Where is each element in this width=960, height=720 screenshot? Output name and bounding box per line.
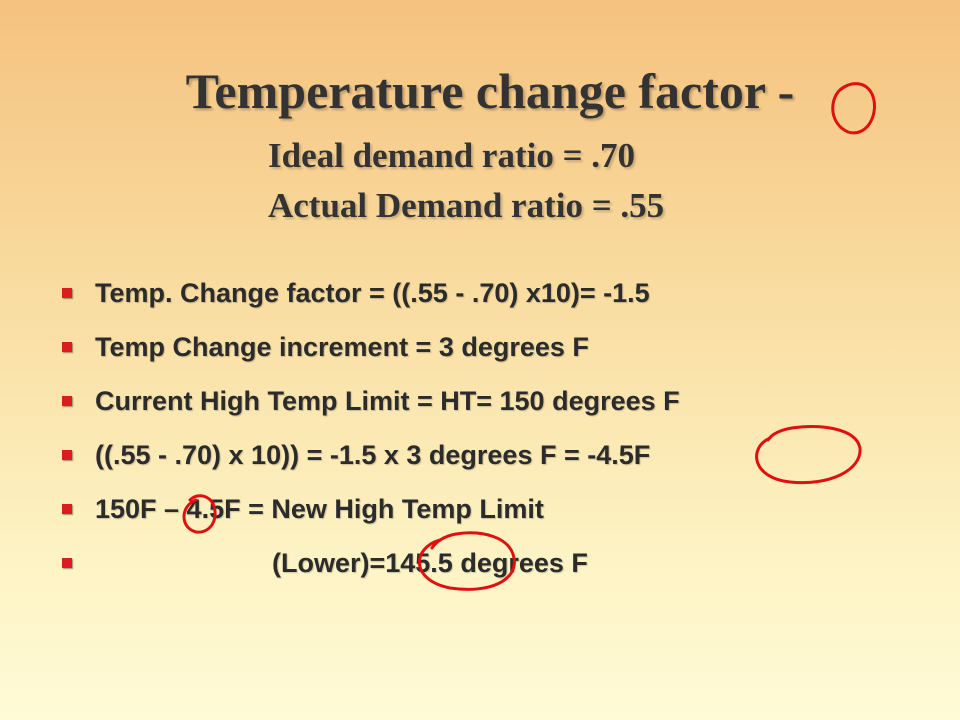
bullet-text: Current High Temp Limit = HT= 150 degree… — [95, 386, 680, 416]
bullet-text: Temp Change increment = 3 degrees F — [95, 332, 589, 362]
ink-circle — [755, 425, 862, 485]
bullet-marker — [62, 450, 72, 460]
bullet-marker — [62, 342, 72, 352]
ink-circle — [831, 82, 876, 135]
bullet-marker — [62, 504, 72, 514]
ink-circle — [417, 531, 516, 591]
slide-title: Temperature change factor - — [185, 63, 795, 119]
ink-circle — [182, 494, 217, 534]
bullet-text: Temp. Change factor = ((.55 - .70) x10)=… — [95, 278, 650, 308]
subtitle-line: Ideal demand ratio = .70 — [268, 136, 636, 175]
bullet-marker — [62, 288, 72, 298]
subtitle-line: Actual Demand ratio = .55 — [268, 186, 665, 225]
bullet-text: ((.55 - .70) x 10)) = -1.5 x 3 degrees F… — [95, 440, 651, 470]
bullet-marker — [62, 396, 72, 406]
bullet-marker — [62, 558, 72, 568]
